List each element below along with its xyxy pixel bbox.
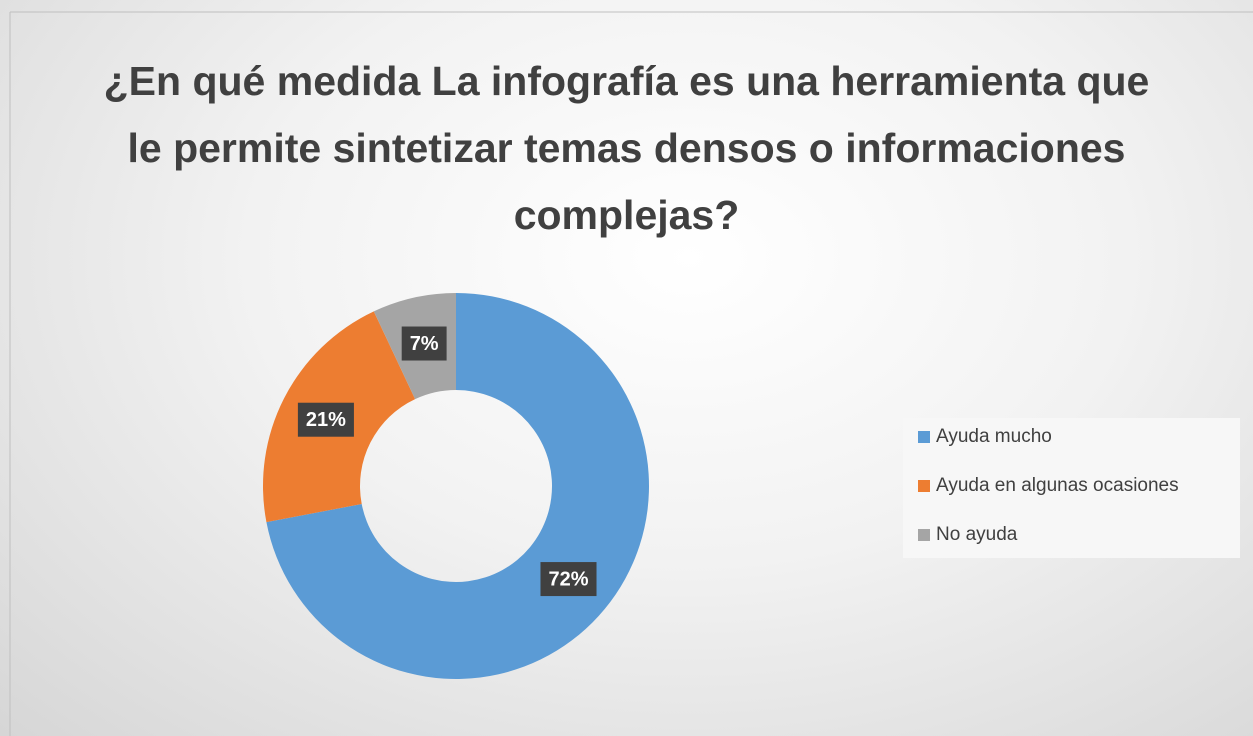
legend-label: Ayuda mucho bbox=[936, 426, 1052, 447]
legend-swatch bbox=[918, 529, 930, 541]
data-label-box bbox=[540, 562, 597, 597]
chart-title: ¿En qué medida La infografía es una herr… bbox=[103, 58, 1150, 238]
data-label-box bbox=[401, 326, 447, 361]
legend-label: Ayuda en algunas ocasiones bbox=[936, 475, 1179, 496]
legend-label: No ayuda bbox=[936, 524, 1018, 545]
legend-box bbox=[903, 418, 1240, 558]
legend-swatch bbox=[918, 480, 930, 492]
data-label: 21% bbox=[306, 409, 346, 431]
data-label-box bbox=[297, 402, 354, 437]
legend-swatch bbox=[918, 431, 930, 443]
data-label: 7% bbox=[410, 333, 439, 355]
data-label: 72% bbox=[548, 568, 588, 590]
